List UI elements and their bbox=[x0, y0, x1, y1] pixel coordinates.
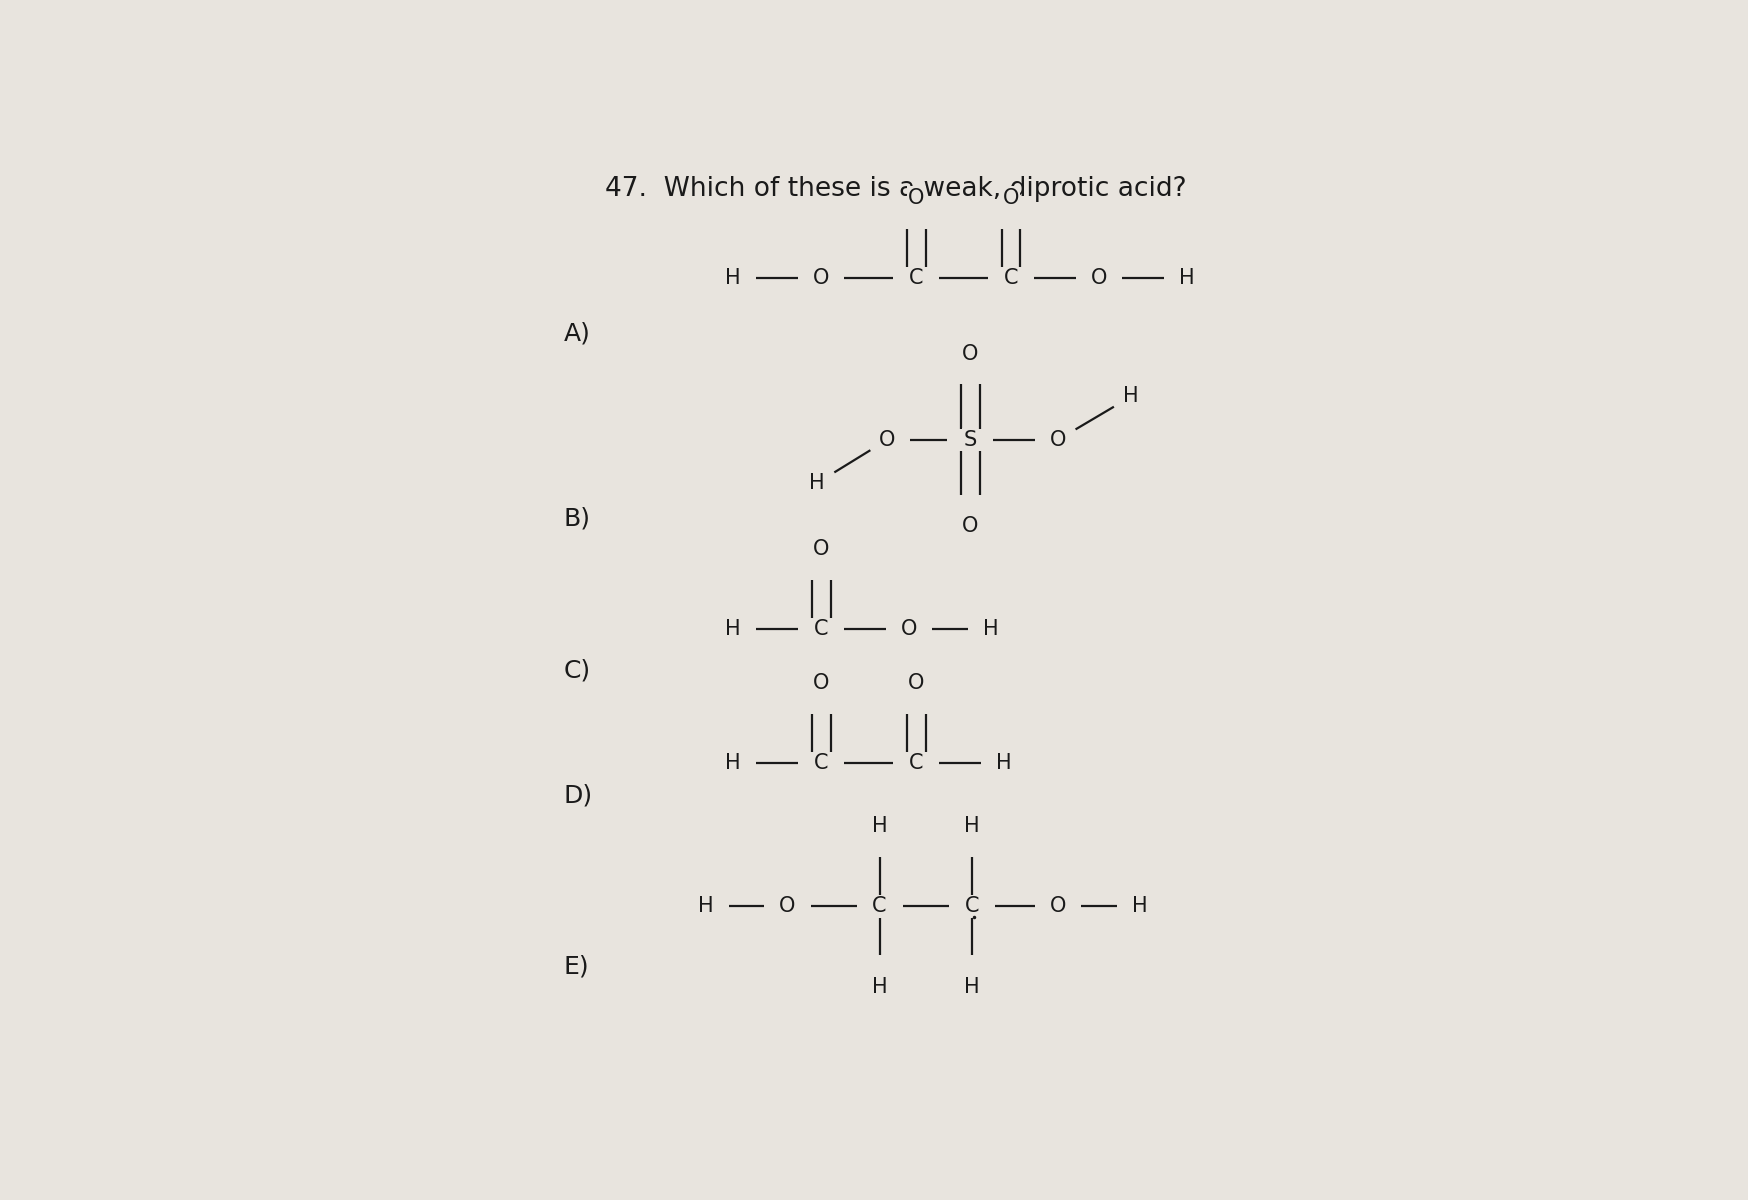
Text: E): E) bbox=[565, 954, 589, 978]
Text: A): A) bbox=[565, 322, 591, 346]
Text: H: H bbox=[872, 977, 888, 997]
Text: O: O bbox=[1091, 268, 1106, 288]
Text: C: C bbox=[815, 619, 829, 640]
Text: H: H bbox=[725, 619, 741, 640]
Text: H: H bbox=[699, 896, 713, 917]
Text: H: H bbox=[725, 754, 741, 773]
Text: H: H bbox=[1133, 896, 1147, 917]
Text: O: O bbox=[907, 187, 925, 208]
Text: H: H bbox=[963, 816, 979, 836]
Text: H: H bbox=[725, 268, 741, 288]
Text: H: H bbox=[1124, 386, 1140, 407]
Text: O: O bbox=[1003, 187, 1019, 208]
Text: C: C bbox=[965, 896, 979, 917]
Text: C): C) bbox=[565, 659, 591, 683]
Text: C: C bbox=[909, 268, 923, 288]
Text: O: O bbox=[780, 896, 795, 917]
Text: 47.  Which of these is a weak, diprotic acid?: 47. Which of these is a weak, diprotic a… bbox=[605, 176, 1187, 203]
Text: O: O bbox=[961, 343, 979, 364]
Text: H: H bbox=[963, 977, 979, 997]
Text: O: O bbox=[813, 268, 830, 288]
Text: O: O bbox=[907, 673, 925, 692]
Text: O: O bbox=[902, 619, 918, 640]
Text: H: H bbox=[1180, 268, 1196, 288]
Text: O: O bbox=[961, 516, 979, 535]
Text: O: O bbox=[1051, 430, 1066, 450]
Text: C: C bbox=[815, 754, 829, 773]
Text: C: C bbox=[1003, 268, 1019, 288]
Text: B): B) bbox=[565, 506, 591, 530]
Text: D): D) bbox=[565, 784, 593, 808]
Text: C: C bbox=[872, 896, 886, 917]
Text: O: O bbox=[813, 673, 830, 692]
Text: H: H bbox=[996, 754, 1012, 773]
Text: H: H bbox=[982, 619, 998, 640]
Text: O: O bbox=[813, 539, 830, 559]
Text: O: O bbox=[879, 430, 895, 450]
Text: S: S bbox=[963, 430, 977, 450]
Text: H: H bbox=[809, 473, 825, 493]
Text: H: H bbox=[872, 816, 888, 836]
Text: O: O bbox=[1051, 896, 1066, 917]
Text: C: C bbox=[909, 754, 923, 773]
